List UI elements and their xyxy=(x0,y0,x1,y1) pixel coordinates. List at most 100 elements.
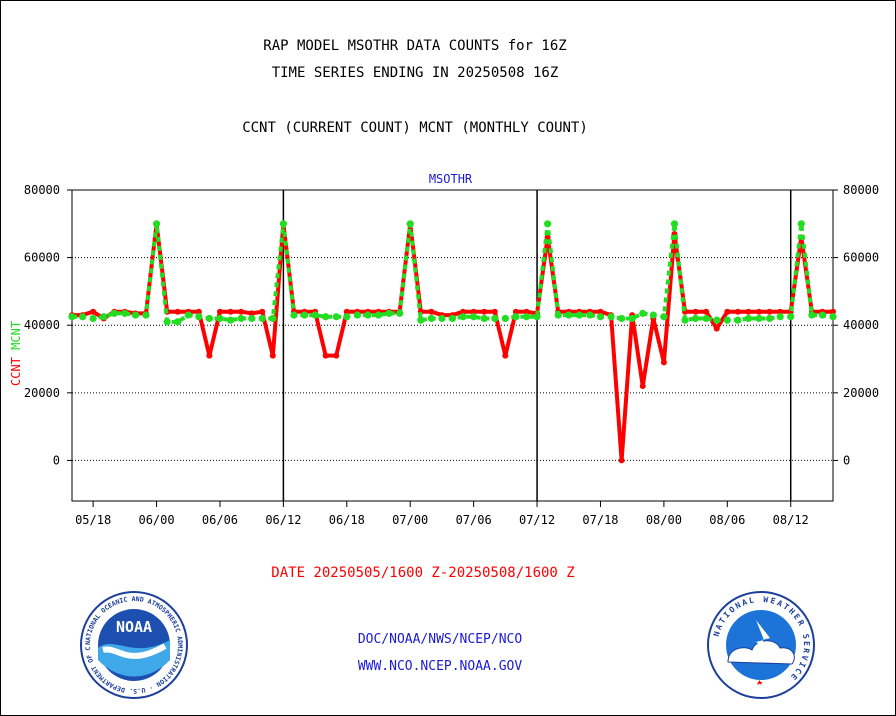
data-point-ccnt xyxy=(512,308,519,315)
data-point-mcnt xyxy=(184,311,192,319)
data-point-ccnt xyxy=(830,308,836,315)
data-point-mcnt xyxy=(131,311,140,319)
data-point-mcnt xyxy=(332,313,340,321)
data-point-mcnt xyxy=(100,313,108,321)
x-tick-label: 07/00 xyxy=(392,513,428,527)
website-link[interactable]: WWW.NCO.NCEP.NOAA.GOV xyxy=(357,659,523,674)
y-tick-label-left: 80000 xyxy=(24,183,60,197)
data-point-mcnt xyxy=(163,318,171,326)
data-point-mcnt xyxy=(491,314,499,323)
data-point-ccnt xyxy=(460,308,467,315)
data-point-mcnt xyxy=(639,309,647,317)
data-point-ccnt xyxy=(734,308,741,315)
data-point-mcnt xyxy=(607,313,615,321)
data-point-mcnt xyxy=(670,220,679,228)
data-point-mcnt xyxy=(396,309,404,317)
data-point-mcnt xyxy=(290,311,298,319)
data-point-ccnt xyxy=(660,359,667,366)
series-line-mcnt xyxy=(72,221,834,324)
data-point-ccnt xyxy=(491,308,498,315)
data-point-mcnt xyxy=(544,220,552,228)
data-point-mcnt xyxy=(152,220,161,228)
org-path-label: DOC/NOAA/NWS/NCEP/NCO xyxy=(357,632,523,647)
data-point-ccnt xyxy=(227,308,234,315)
data-point-mcnt xyxy=(89,314,97,323)
x-tick-label: 08/12 xyxy=(773,513,809,527)
data-point-mcnt xyxy=(565,311,573,319)
plot-frame xyxy=(71,189,834,502)
data-point-mcnt xyxy=(374,311,383,319)
data-point-ccnt xyxy=(523,308,530,315)
data-point-ccnt xyxy=(703,308,710,315)
data-point-ccnt xyxy=(597,308,604,315)
data-point-ccnt xyxy=(544,234,551,241)
data-point-ccnt xyxy=(238,308,245,315)
data-point-mcnt xyxy=(300,311,309,319)
data-point-ccnt xyxy=(756,308,763,315)
x-tick-label: 06/12 xyxy=(265,513,301,527)
y-axis-label-gap xyxy=(9,350,23,357)
noaa-logo-text: NOAA xyxy=(116,618,152,636)
data-point-mcnt xyxy=(353,311,361,319)
time-series-chart: 0 0 20000 20000 40000 40000 60000 60000 80000 800… xyxy=(9,172,879,527)
y-tick-label-right: 80000 xyxy=(843,183,879,197)
data-point-mcnt xyxy=(776,313,784,321)
data-point-mcnt xyxy=(723,316,731,324)
data-point-mcnt xyxy=(533,313,541,321)
x-tick-label: 05/18 xyxy=(75,513,111,527)
chart-title-line-1: RAP MODEL MSOTHR DATA COUNTS for 16Z xyxy=(263,38,567,54)
x-tick-label: 06/18 xyxy=(329,513,365,527)
data-point-mcnt xyxy=(226,316,235,324)
data-point-ccnt xyxy=(639,383,646,390)
data-point-mcnt xyxy=(438,314,446,323)
data-point-ccnt xyxy=(470,308,477,315)
data-point-mcnt xyxy=(755,314,763,323)
data-point-mcnt xyxy=(269,314,277,323)
x-tick-label: 06/06 xyxy=(202,513,238,527)
chart-title-line-2: TIME SERIES ENDING IN 20250508 16Z xyxy=(271,65,559,81)
y-tick-label-right: 40000 xyxy=(843,318,879,332)
data-point-mcnt xyxy=(744,314,753,323)
data-point-ccnt xyxy=(195,308,202,315)
data-point-ccnt xyxy=(174,308,181,315)
data-point-mcnt xyxy=(818,311,827,319)
data-point-mcnt xyxy=(628,314,636,323)
data-point-mcnt xyxy=(681,316,689,324)
y-tick-label-left: 60000 xyxy=(24,251,60,265)
y-tick-label-left: 20000 xyxy=(24,386,60,400)
data-point-mcnt xyxy=(702,314,710,323)
y-tick-label-right: 0 xyxy=(843,453,850,467)
data-point-mcnt xyxy=(501,314,509,323)
data-point-mcnt xyxy=(522,313,531,321)
data-point-ccnt xyxy=(766,308,773,315)
data-point-mcnt xyxy=(121,309,129,317)
data-point-mcnt xyxy=(691,314,700,323)
data-point-ccnt xyxy=(724,308,731,315)
chart-subtitle: CCNT (CURRENT COUNT) MCNT (MONTHLY COUNT… xyxy=(242,120,588,136)
data-point-mcnt xyxy=(216,314,224,323)
data-point-mcnt xyxy=(142,311,150,319)
data-point-mcnt xyxy=(195,313,203,321)
date-range-label: DATE 20250505/1600 Z-20250508/1600 Z xyxy=(271,565,575,581)
data-point-mcnt xyxy=(797,220,805,228)
data-point-ccnt xyxy=(502,352,509,359)
data-point-mcnt xyxy=(649,311,657,319)
data-point-mcnt xyxy=(258,314,266,323)
x-tick-label: 08/00 xyxy=(646,513,682,527)
x-tick-label: 08/06 xyxy=(709,513,745,527)
data-point-mcnt xyxy=(586,311,594,319)
data-point-mcnt xyxy=(596,313,605,321)
data-point-ccnt xyxy=(713,325,720,332)
data-point-mcnt xyxy=(110,309,118,317)
data-point-mcnt xyxy=(322,313,330,321)
data-point-mcnt xyxy=(808,311,816,319)
data-point-ccnt xyxy=(322,352,329,359)
x-tick-label: 07/18 xyxy=(582,513,618,527)
noaa-logo: NATIONAL OCEANIC AND ATMOSPHERIC ADMINIS… xyxy=(79,590,188,699)
data-point-mcnt xyxy=(575,311,583,319)
data-point-mcnt xyxy=(448,314,457,323)
x-tick-label: 06/00 xyxy=(138,513,174,527)
data-point-ccnt xyxy=(618,457,625,464)
data-point-ccnt xyxy=(216,308,223,315)
data-point-mcnt xyxy=(205,314,214,323)
